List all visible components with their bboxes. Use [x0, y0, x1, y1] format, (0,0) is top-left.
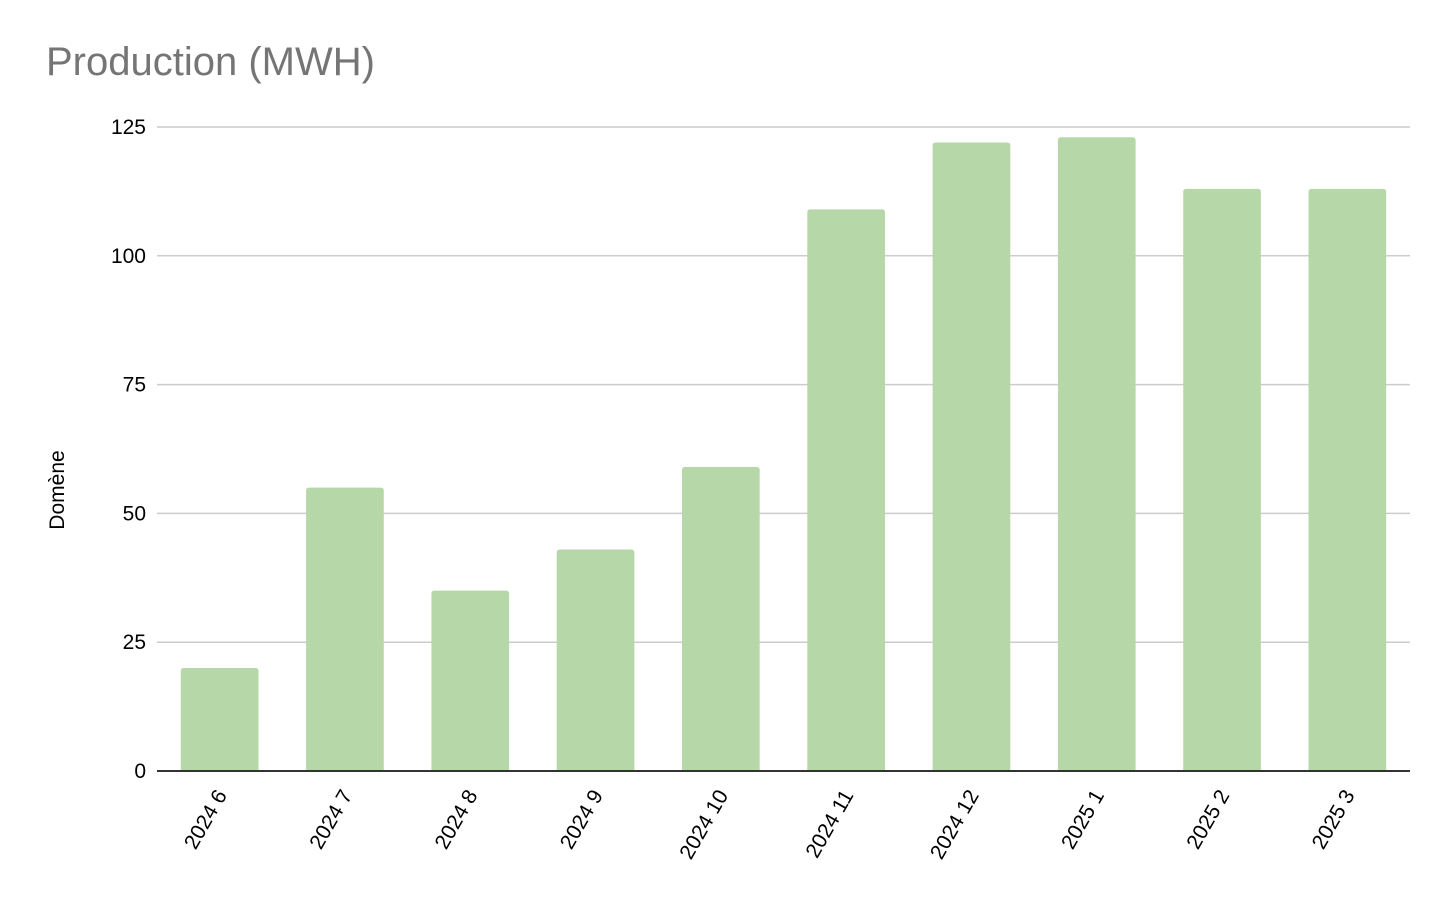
bar-2024-12: [932, 142, 1011, 771]
x-tick-label: 2024 12: [926, 786, 984, 863]
bar-2024-6: [180, 667, 259, 771]
x-tick-label: 2024 7: [305, 786, 357, 853]
bar-2024-9: [556, 549, 635, 771]
chart-title: Production (MWH): [46, 40, 375, 84]
bar-2025-1: [1057, 137, 1136, 771]
y-axis-title: Domène: [46, 450, 69, 529]
y-tick-label: 100: [111, 245, 146, 268]
bar-2024-7: [306, 487, 384, 771]
x-tick-label: 2024 6: [180, 786, 232, 853]
x-tick-label: 2024 8: [431, 786, 483, 853]
bar-2024-8: [431, 590, 510, 771]
y-tick-label: 125: [111, 116, 146, 139]
y-tick-label: 50: [123, 502, 146, 525]
y-tick-label: 75: [123, 374, 146, 397]
bar-2024-11: [807, 209, 885, 771]
x-tick-label: 2025 1: [1057, 786, 1109, 853]
bar-2025-3: [1308, 188, 1387, 772]
y-tick-label: 0: [134, 760, 146, 783]
y-tick-label: 25: [123, 631, 146, 654]
x-tick-label: 2025 2: [1182, 786, 1234, 853]
x-tick-label: 2025 3: [1308, 786, 1360, 853]
x-tick-label: 2024 11: [801, 786, 858, 862]
bars: [180, 137, 1387, 772]
x-tick-label: 2024 9: [556, 786, 608, 853]
x-tick-label: 2024 10: [675, 786, 733, 863]
bar-2024-10: [682, 467, 760, 771]
bar-2025-2: [1183, 188, 1261, 772]
